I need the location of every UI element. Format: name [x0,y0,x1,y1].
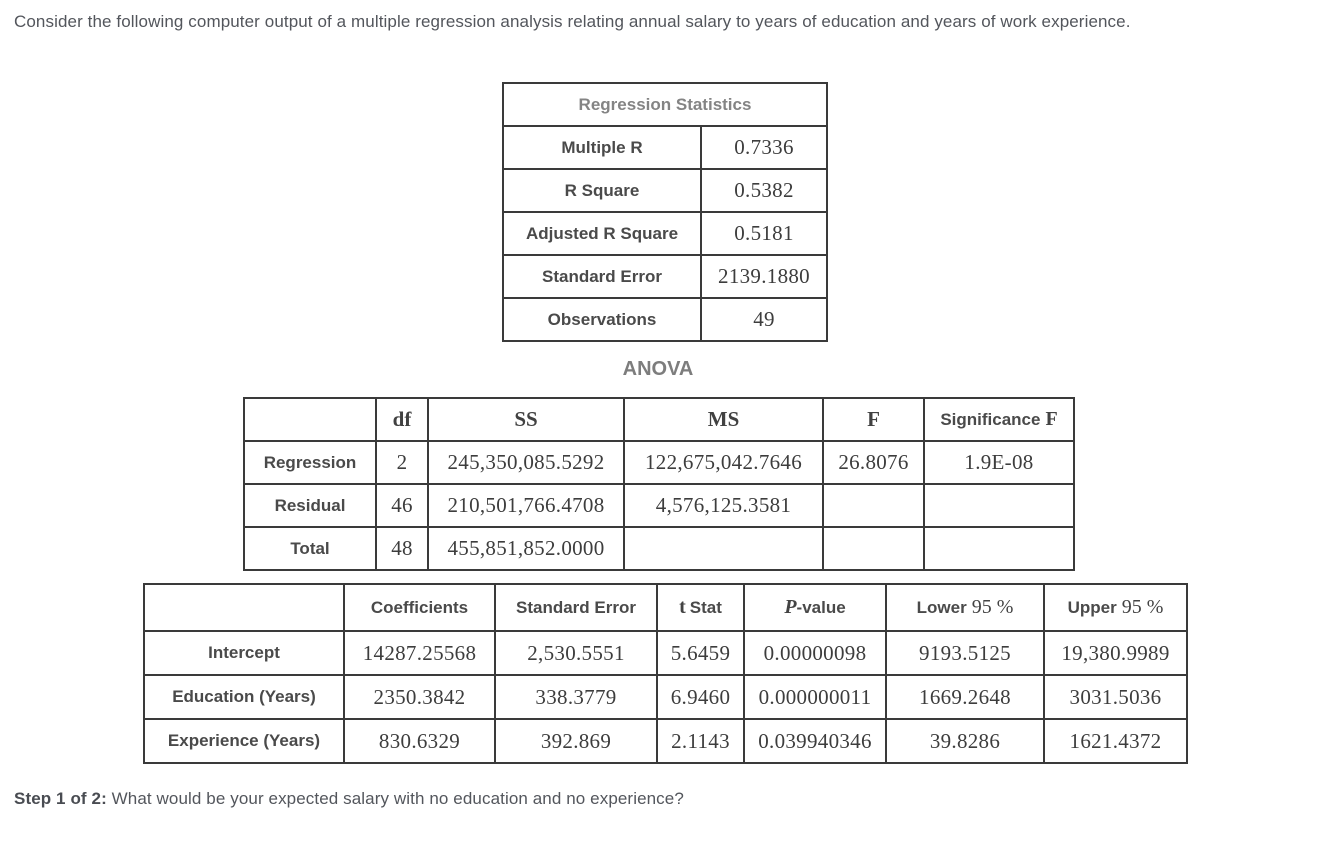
experience-coefficient: 830.6329 [343,718,496,764]
empty-cell [923,526,1075,571]
stat-label-observations: Observations [502,297,702,342]
table-row: R Square 0.5382 [502,168,828,213]
anova-header-ss: SS [427,397,625,442]
empty-cell [923,483,1075,528]
education-coefficient: 2350.3842 [343,674,496,720]
coef-row-education: Education (Years) 2350.3842 338.3779 6.9… [143,674,1188,720]
table-row: Adjusted R Square 0.5181 [502,211,828,256]
coef-label-education: Education (Years) [143,674,345,720]
empty-cell [243,397,377,442]
anova-header-ms: MS [623,397,824,442]
lower-label: Lower [916,598,967,617]
experience-lower-95: 39.8286 [885,718,1045,764]
step-label: Step 1 of 2: [14,789,107,808]
coef-row-intercept: Intercept 14287.25568 2,530.5551 5.6459 … [143,630,1188,676]
table-row: Standard Error 2139.1880 [502,254,828,299]
stat-label-r-square: R Square [502,168,702,213]
anova-regression-ss: 245,350,085.5292 [427,440,625,485]
stat-value-observations: 49 [700,297,828,342]
regression-statistics-table: Regression Statistics Multiple R 0.7336 … [502,82,828,342]
upper-95-percent: 95 % [1121,596,1164,618]
header-t-stat: t Stat [656,583,745,632]
anova-row-residual: Residual 46 210,501,766.4708 4,576,125.3… [243,483,1075,528]
stat-label-multiple-r: Multiple R [502,125,702,170]
education-t-stat: 6.9460 [656,674,745,720]
empty-cell [822,526,925,571]
anova-total-ss: 455,851,852.0000 [427,526,625,571]
stat-value-multiple-r: 0.7336 [700,125,828,170]
table-row: Multiple R 0.7336 [502,125,828,170]
anova-regression-ms: 122,675,042.7646 [623,440,824,485]
p-value-label: -value [796,598,846,617]
step-prompt: Step 1 of 2: What would be your expected… [14,789,1314,809]
education-standard-error: 338.3779 [494,674,658,720]
header-upper-95: Upper 95 % [1043,583,1188,632]
anova-residual-ss: 210,501,766.4708 [427,483,625,528]
empty-cell [623,526,824,571]
header-lower-95: Lower 95 % [885,583,1045,632]
coef-label-experience: Experience (Years) [143,718,345,764]
intercept-lower-95: 9193.5125 [885,630,1045,676]
anova-residual-df: 46 [375,483,429,528]
upper-label: Upper [1067,598,1117,617]
stat-value-standard-error: 2139.1880 [700,254,828,299]
stat-label-standard-error: Standard Error [502,254,702,299]
anova-regression-f: 26.8076 [822,440,925,485]
coef-label-intercept: Intercept [143,630,345,676]
lower-95-percent: 95 % [971,596,1014,618]
intro-text: Consider the following computer output o… [14,12,1131,31]
stat-value-adjusted-r-square: 0.5181 [700,211,828,256]
anova-label-total: Total [243,526,377,571]
p-symbol: P [784,596,797,618]
anova-header-significance-f: Significance F [923,397,1075,442]
stat-value-r-square: 0.5382 [700,168,828,213]
empty-cell [143,583,345,632]
intercept-p-value: 0.00000098 [743,630,887,676]
significance-label: Significance [940,410,1041,429]
education-upper-95: 3031.5036 [1043,674,1188,720]
regression-statistics-title-row: Regression Statistics [502,82,828,127]
t-symbol: t [679,596,686,618]
t-stat-label: Stat [689,598,722,617]
header-standard-error: Standard Error [494,583,658,632]
anova-header-df: df [375,397,429,442]
experience-t-stat: 2.1143 [656,718,745,764]
anova-total-df: 48 [375,526,429,571]
header-coefficients: Coefficients [343,583,496,632]
intercept-standard-error: 2,530.5551 [494,630,658,676]
intercept-coefficient: 14287.25568 [343,630,496,676]
anova-regression-significance-f: 1.9E-08 [923,440,1075,485]
stat-label-adjusted-r-square: Adjusted R Square [502,211,702,256]
education-p-value: 0.000000011 [743,674,887,720]
anova-header-f: F [822,397,925,442]
anova-residual-ms: 4,576,125.3581 [623,483,824,528]
anova-row-total: Total 48 455,851,852.0000 [243,526,1075,571]
f-symbol: F [1045,408,1058,430]
experience-standard-error: 392.869 [494,718,658,764]
intercept-upper-95: 19,380.9989 [1043,630,1188,676]
education-lower-95: 1669.2648 [885,674,1045,720]
coefficients-table: Coefficients Standard Error t Stat P-valu… [143,583,1188,764]
anova-label-residual: Residual [243,483,377,528]
empty-cell [822,483,925,528]
intercept-t-stat: 5.6459 [656,630,745,676]
step-question: What would be your expected salary with … [111,789,684,808]
anova-table: df SS MS F Significance F Regression 2 24… [243,397,1075,571]
anova-regression-df: 2 [375,440,429,485]
experience-p-value: 0.039940346 [743,718,887,764]
anova-header-row: df SS MS F Significance F [243,397,1075,442]
table-row: Observations 49 [502,297,828,342]
experience-upper-95: 1621.4372 [1043,718,1188,764]
coefficients-header-row: Coefficients Standard Error t Stat P-valu… [143,583,1188,632]
anova-label-regression: Regression [243,440,377,485]
anova-title: ANOVA [622,358,694,380]
header-p-value: P-value [743,583,887,632]
coef-row-experience: Experience (Years) 830.6329 392.869 2.11… [143,718,1188,764]
anova-row-regression: Regression 2 245,350,085.5292 122,675,04… [243,440,1075,485]
regression-statistics-title: Regression Statistics [502,82,828,127]
